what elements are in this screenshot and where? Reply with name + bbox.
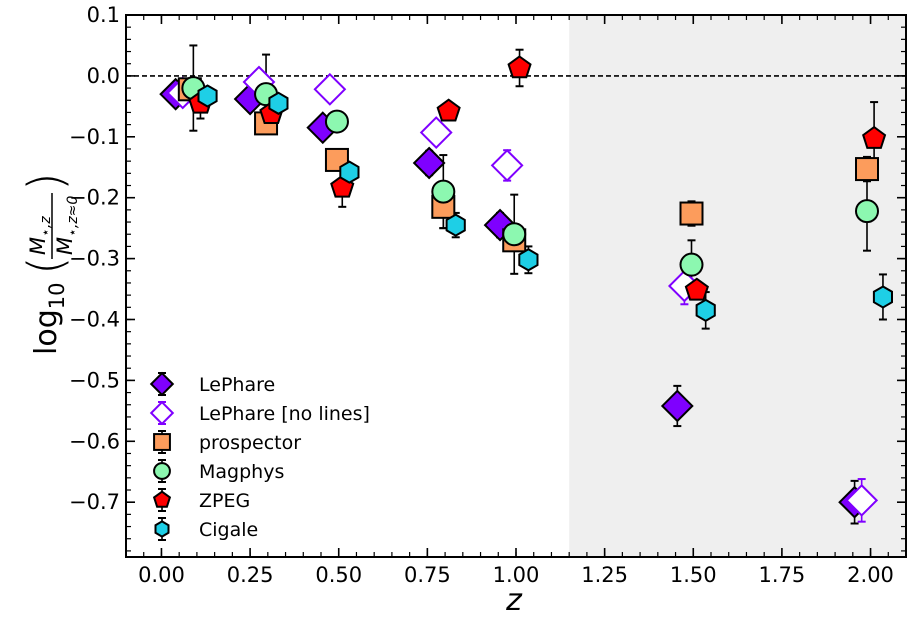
legend-label: LePhare [no lines] bbox=[199, 403, 370, 425]
axes-layer: 0.00 0.25 0.50 0.75 1.00 1.25 1.50 1.75 2.00 0.1 0… bbox=[69, 3, 907, 587]
lephare-no-lines-point-4 bbox=[490, 149, 524, 182]
x-tick-label: 0.75 bbox=[404, 563, 451, 587]
y-tick-label: −0.2 bbox=[69, 186, 120, 210]
legend-label: Cigale bbox=[199, 519, 258, 541]
legend-label: Magphys bbox=[199, 461, 284, 483]
x-tick-label: 0.25 bbox=[227, 563, 274, 587]
legend-marker-zpeg bbox=[152, 490, 172, 508]
magphys-point-5 bbox=[679, 252, 704, 277]
zpeg-point-3 bbox=[436, 98, 461, 122]
x-tick-label: 0.50 bbox=[315, 563, 362, 587]
lephare-no-lines-point-2 bbox=[313, 72, 347, 106]
shaded-region-layer bbox=[569, 15, 906, 557]
legend-item-cigale: Cigale bbox=[154, 517, 258, 541]
magphys-point-6 bbox=[855, 199, 879, 224]
zpeg-point-6 bbox=[862, 125, 887, 149]
y-tick-label: −0.1 bbox=[69, 125, 120, 149]
svg-text:M⋆,z: M⋆,z bbox=[26, 216, 54, 255]
y-label-log-base: 10 bbox=[45, 283, 69, 310]
prospector-point-5 bbox=[679, 201, 704, 226]
legend-marker-magphys bbox=[153, 462, 171, 480]
cigale-point-1 bbox=[268, 91, 289, 115]
legend-item-zpeg: ZPEG bbox=[152, 488, 250, 512]
cigale-point-6 bbox=[872, 285, 893, 309]
magphys-point-2 bbox=[324, 109, 349, 134]
y-label-den: M bbox=[53, 237, 77, 255]
cigale-point-4 bbox=[518, 248, 539, 272]
cigale-point-5 bbox=[695, 298, 716, 323]
magphys-point-4 bbox=[502, 222, 527, 247]
x-tick-label: 0.00 bbox=[138, 563, 185, 587]
y-tick-label: 0.0 bbox=[87, 64, 120, 88]
y-label-den-sub: ⋆,z≈0 bbox=[65, 196, 81, 237]
shaded-region bbox=[569, 15, 906, 557]
y-label-num-sub: ⋆,z bbox=[38, 216, 54, 237]
y-label-num: M bbox=[26, 237, 50, 255]
cigale-point-2 bbox=[339, 160, 360, 184]
legend-label: ZPEG bbox=[199, 490, 250, 512]
legend: LePhare LePhare [no lines] prospector Magph… bbox=[149, 371, 370, 541]
legend-item-lephare-no-lines: LePhare [no lines] bbox=[149, 400, 370, 426]
legend-item-magphys: Magphys bbox=[153, 459, 284, 483]
x-tick-label: 1.00 bbox=[493, 563, 540, 587]
svg-text:): ) bbox=[18, 172, 74, 191]
markers-layer bbox=[159, 55, 893, 519]
svg-text:log10: log10 bbox=[29, 283, 69, 355]
x-tick-label: 1.25 bbox=[581, 563, 628, 587]
y-tick-label: −0.3 bbox=[69, 247, 120, 271]
y-label-log: log bbox=[29, 309, 64, 355]
legend-marker-prospector bbox=[153, 433, 171, 451]
prospector-point-6 bbox=[855, 157, 879, 182]
legend-label: prospector bbox=[199, 432, 301, 454]
cigale-point-3 bbox=[445, 213, 466, 237]
svg-text:M⋆,z≈0: M⋆,z≈0 bbox=[53, 196, 81, 255]
y-tick-label: −0.5 bbox=[69, 368, 120, 392]
y-tick-label: −0.6 bbox=[69, 429, 120, 453]
legend-item-prospector: prospector bbox=[153, 430, 301, 454]
legend-marker-cigale bbox=[154, 520, 170, 538]
x-tick-label: 2.00 bbox=[847, 563, 894, 587]
legend-label: LePhare bbox=[199, 374, 275, 396]
y-tick-label: −0.4 bbox=[69, 307, 120, 331]
lephare-no-lines-point-3 bbox=[419, 116, 453, 149]
lephare-no-lines-point-6 bbox=[845, 483, 879, 517]
x-tick-label: 1.50 bbox=[670, 563, 717, 587]
lephare-point-5 bbox=[660, 389, 694, 423]
legend-marker-lephare bbox=[149, 371, 175, 397]
svg-text:(: ( bbox=[18, 256, 74, 275]
zpeg-point-5 bbox=[684, 277, 709, 301]
cigale-point-0 bbox=[197, 84, 218, 108]
lephare-point-4 bbox=[483, 208, 517, 242]
magphys-point-3 bbox=[431, 179, 456, 204]
lephare-point-3 bbox=[412, 146, 446, 180]
x-axis-label: z bbox=[505, 583, 523, 618]
legend-marker-lephare-no-lines bbox=[149, 400, 175, 426]
x-tick-label: 1.75 bbox=[759, 563, 806, 587]
y-tick-label: 0.1 bbox=[87, 3, 120, 27]
y-axis-label: log10 ( M⋆,z M⋆,z≈0 ) bbox=[18, 172, 81, 355]
y-tick-label: −0.7 bbox=[69, 490, 120, 514]
axis-labels: z log10 ( M⋆,z M⋆,z≈0 ) bbox=[18, 172, 523, 618]
legend-item-lephare: LePhare bbox=[149, 371, 275, 397]
zpeg-point-4 bbox=[507, 55, 532, 79]
